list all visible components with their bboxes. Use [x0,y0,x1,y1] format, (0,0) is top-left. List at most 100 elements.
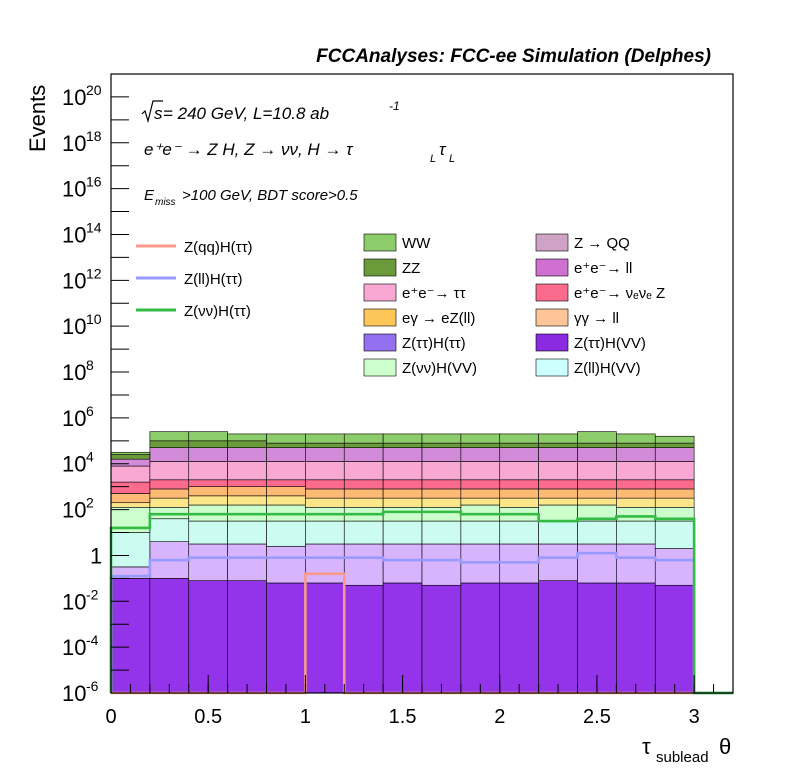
histogram-bar [499,461,539,481]
histogram-bar [499,479,539,490]
histogram-bar [499,442,539,448]
histogram-bar [616,442,656,448]
process-text: e⁺e⁻ → Z H, Z → νν, H → τ [144,140,354,159]
histogram-bar [421,497,462,508]
histogram-bar [421,584,462,694]
legend-swatch [363,333,397,352]
histogram-bar [266,545,306,584]
y-tick-label: 10 [62,360,86,385]
histogram-bar [110,532,151,568]
histogram-bar [266,479,306,487]
x-tick-label: 0 [105,706,116,728]
histogram-bar [460,582,501,694]
annotation-energy: s = 240 GeV, L=10.8 ab -1 [141,99,400,124]
histogram-bar [188,479,228,487]
histogram-bar [460,488,501,499]
histogram-bar [305,520,345,545]
tau-sub-1: L [430,153,436,165]
histogram-bar [149,488,190,499]
y-tick-label: 10 [62,635,86,660]
y-tick-exponent: -2 [86,586,99,602]
histogram-bar [499,433,539,444]
histogram-bar [382,479,423,490]
histogram-bar [305,442,345,448]
y-tick-exponent: 6 [86,403,94,419]
histogram-bar [266,447,306,462]
histogram-bar [421,479,462,490]
y-tick-exponent: 14 [86,219,102,235]
legend-label: Z(qq)H(ττ) [184,239,253,256]
legend-label: WW [402,235,431,252]
histogram-bar [188,543,228,581]
histogram-bar [343,442,384,448]
histogram-bar [654,520,695,549]
histogram-bar [616,433,656,444]
histogram-bar [616,497,656,508]
histogram-bar [382,543,423,584]
annotation-selection: E miss >100 GeV, BDT score>0.5 [144,187,358,208]
stack-layer [110,479,695,494]
histogram-bar [110,458,151,467]
histogram-bar [343,584,384,694]
y-tick-label: 10 [62,681,86,706]
histogram-bar [343,497,384,508]
legend-label: e⁺e⁻→ ll [574,260,632,277]
histogram-bar [343,520,384,545]
stack-layer [110,431,695,455]
x-axis-label: τ sublead θ [642,734,731,766]
histogram-bar [499,582,539,694]
y-tick-label: 10 [62,222,86,247]
y-tick-label: 10 [62,131,86,156]
stack-layer [110,495,695,508]
histogram-bar [110,578,151,694]
legend-label: γγ → ll [574,310,619,327]
stack-layer [110,461,695,483]
histogram-bar [499,488,539,499]
histogram-bar [577,582,617,694]
y-axis-label: Events [25,85,50,152]
histogram-bar [616,461,656,481]
histogram-bar [421,461,462,481]
histogram-bar [654,497,695,508]
histogram-bar [149,431,190,442]
histogram-bar [421,506,462,522]
histogram-bar [654,442,695,448]
histogram-bar [460,461,501,481]
histogram-bar [460,442,501,448]
histogram-bar [227,461,267,481]
y-tick-label: 10 [62,268,86,293]
histogram-bar [110,502,151,508]
legend-label: eγ → eZ(ll) [402,310,475,327]
histogram-bar [188,440,228,448]
histogram-bar [460,479,501,490]
x-tick-label: 2.5 [583,706,611,728]
histogram-bar [538,442,578,448]
histogram-bar [149,578,190,694]
legend-swatch [363,283,397,302]
histogram-bar [382,506,423,522]
legend-label: Z → QQ [574,235,630,252]
overlay-line [109,551,733,695]
histogram-bar [538,497,578,506]
histogram-bar [266,495,306,506]
y-tick-exponent: -6 [86,678,99,694]
y-tick-label: 10 [62,85,86,110]
legend-swatch [363,308,397,327]
y-tick-exponent: -4 [86,632,99,648]
histogram-bar [305,582,345,694]
histogram-bar [382,461,423,481]
histogram-bar [305,497,345,508]
histogram-bar [577,488,617,499]
histogram-bar [188,461,228,481]
histogram-bar [382,447,423,462]
histogram-bar [343,461,384,481]
x-axis-label-main: τ [642,734,651,759]
histogram-bar [577,543,617,584]
y-tick-label: 10 [62,314,86,339]
histogram-bar [460,447,501,462]
histogram-bar [305,447,345,462]
y-tick-exponent: 16 [86,174,102,190]
histogram-bar [654,548,695,586]
histogram-bar [343,479,384,490]
